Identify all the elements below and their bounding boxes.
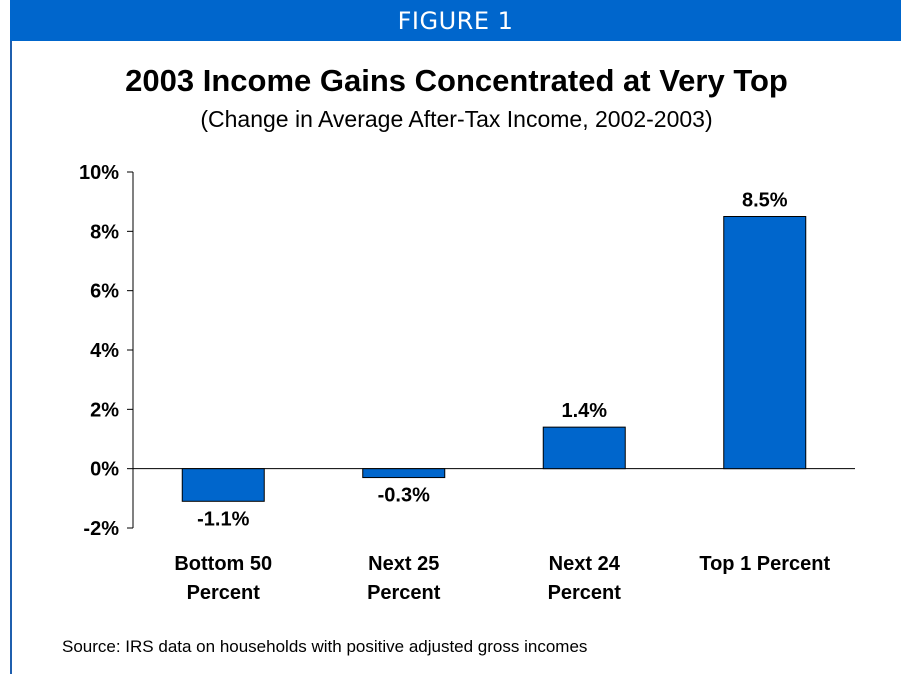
data-label: 1.4% bbox=[561, 400, 607, 422]
data-label: -1.1% bbox=[197, 508, 249, 530]
data-label: 8.5% bbox=[742, 190, 788, 212]
bar bbox=[181, 468, 265, 502]
y-tick-label: 8% bbox=[90, 221, 119, 243]
bar bbox=[723, 216, 807, 470]
chart-subtitle: (Change in Average After-Tax Income, 200… bbox=[200, 106, 713, 132]
category-label: Percent bbox=[367, 582, 441, 604]
category-label: Top 1 Percent bbox=[699, 553, 830, 575]
bar bbox=[542, 426, 626, 470]
y-tick-label: 10% bbox=[79, 162, 119, 184]
y-tick-label: 0% bbox=[90, 459, 119, 481]
chart-title: 2003 Income Gains Concentrated at Very T… bbox=[125, 63, 788, 98]
category-label: Percent bbox=[548, 582, 622, 604]
category-label: Percent bbox=[187, 582, 261, 604]
y-tick-label: 2% bbox=[90, 399, 119, 421]
bar bbox=[362, 468, 446, 479]
frame-left-rule bbox=[10, 41, 12, 674]
data-label: -0.3% bbox=[378, 485, 430, 507]
y-tick-label: 6% bbox=[90, 281, 119, 303]
category-label: Next 24 bbox=[549, 553, 621, 575]
y-tick-label: -2% bbox=[83, 518, 119, 540]
category-label: Next 25 bbox=[368, 553, 439, 575]
category-label: Bottom 50 bbox=[174, 553, 272, 575]
figure-banner: FIGURE 1 bbox=[10, 0, 901, 41]
y-tick-label: 4% bbox=[90, 340, 119, 362]
source-note: Source: IRS data on households with posi… bbox=[62, 637, 588, 656]
